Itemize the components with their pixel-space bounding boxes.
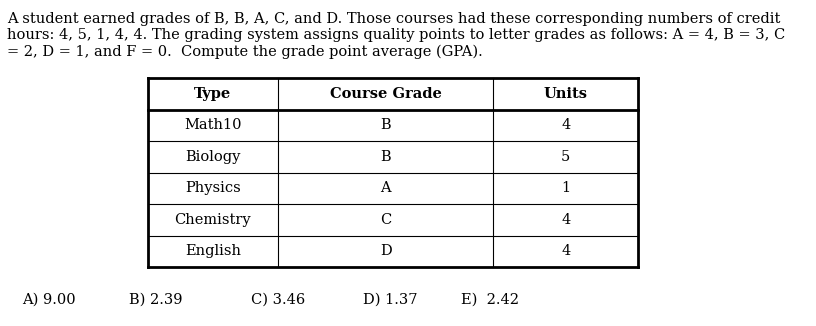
Text: B) 2.39: B) 2.39: [129, 293, 183, 307]
Text: 4: 4: [561, 244, 570, 258]
Text: hours: 4, 5, 1, 4, 4. The grading system assigns quality points to letter grades: hours: 4, 5, 1, 4, 4. The grading system…: [7, 28, 785, 42]
Text: A: A: [380, 181, 391, 195]
Text: A) 9.00: A) 9.00: [22, 293, 76, 307]
Text: Biology: Biology: [185, 150, 241, 164]
Text: Chemistry: Chemistry: [175, 213, 251, 227]
Text: 4: 4: [561, 118, 570, 132]
Text: A student earned grades of B, B, A, C, and D. Those courses had these correspond: A student earned grades of B, B, A, C, a…: [7, 12, 780, 26]
Text: Course Grade: Course Grade: [330, 87, 441, 101]
Text: Type: Type: [194, 87, 232, 101]
Text: B: B: [380, 118, 391, 132]
Text: E)  2.42: E) 2.42: [461, 293, 519, 307]
Text: C: C: [380, 213, 392, 227]
Text: English: English: [185, 244, 241, 258]
Text: = 2, D = 1, and F = 0.  Compute the grade point average (GPA).: = 2, D = 1, and F = 0. Compute the grade…: [7, 45, 483, 59]
Text: 4: 4: [561, 213, 570, 227]
Text: 5: 5: [561, 150, 570, 164]
Text: Math10: Math10: [184, 118, 242, 132]
Text: D: D: [379, 244, 392, 258]
Text: C) 3.46: C) 3.46: [251, 293, 304, 307]
Text: Physics: Physics: [185, 181, 241, 195]
Text: 1: 1: [561, 181, 570, 195]
Text: Units: Units: [543, 87, 588, 101]
Text: D) 1.37: D) 1.37: [363, 293, 418, 307]
Text: B: B: [380, 150, 391, 164]
